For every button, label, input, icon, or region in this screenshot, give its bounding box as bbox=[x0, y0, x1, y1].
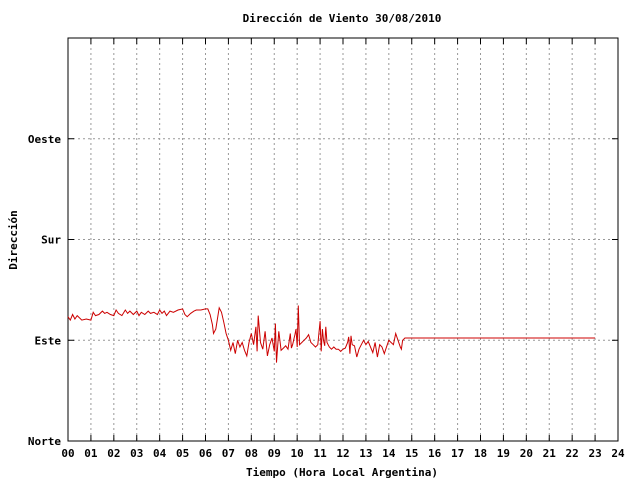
y-axis-label: Dirección bbox=[7, 210, 20, 270]
x-tick-label: 21 bbox=[543, 447, 557, 460]
x-tick-label: 22 bbox=[566, 447, 579, 460]
x-tick-label: 18 bbox=[474, 447, 487, 460]
x-tick-label: 13 bbox=[359, 447, 372, 460]
x-tick-label: 24 bbox=[611, 447, 625, 460]
x-tick-label: 12 bbox=[336, 447, 349, 460]
x-tick-label: 08 bbox=[245, 447, 258, 460]
x-tick-label: 00 bbox=[61, 447, 74, 460]
chart-title: Dirección de Viento 30/08/2010 bbox=[243, 12, 442, 25]
x-tick-label: 06 bbox=[199, 447, 213, 460]
x-tick-label: 20 bbox=[520, 447, 533, 460]
x-tick-label: 17 bbox=[451, 447, 464, 460]
x-tick-label: 10 bbox=[291, 447, 304, 460]
x-tick-label: 03 bbox=[130, 447, 143, 460]
y-tick-label: Sur bbox=[41, 234, 61, 247]
series-line bbox=[67, 305, 596, 363]
x-tick-label: 19 bbox=[497, 447, 510, 460]
y-tick-label: Oeste bbox=[28, 133, 61, 146]
y-tick-label: Norte bbox=[28, 435, 61, 448]
x-tick-label: 14 bbox=[382, 447, 396, 460]
x-tick-label: 11 bbox=[313, 447, 327, 460]
x-tick-label: 16 bbox=[428, 447, 442, 460]
x-tick-label: 23 bbox=[588, 447, 601, 460]
x-tick-label: 02 bbox=[107, 447, 120, 460]
axis-ticks: 00 01 02 03 04 05 06 07 08 09 10 11 12 13 14 15 16 17 18 19… bbox=[28, 38, 625, 460]
y-tick-label: Este bbox=[35, 334, 62, 347]
x-tick-label: 04 bbox=[153, 447, 167, 460]
x-tick-label: 07 bbox=[222, 447, 235, 460]
x-tick-label: 15 bbox=[405, 447, 418, 460]
x-tick-label: 09 bbox=[268, 447, 281, 460]
x-tick-label: 01 bbox=[84, 447, 98, 460]
x-axis-label: Tiempo (Hora Local Argentina) bbox=[246, 466, 438, 479]
grid-lines bbox=[68, 38, 618, 441]
x-tick-label: 05 bbox=[176, 447, 189, 460]
series-group bbox=[67, 305, 596, 363]
